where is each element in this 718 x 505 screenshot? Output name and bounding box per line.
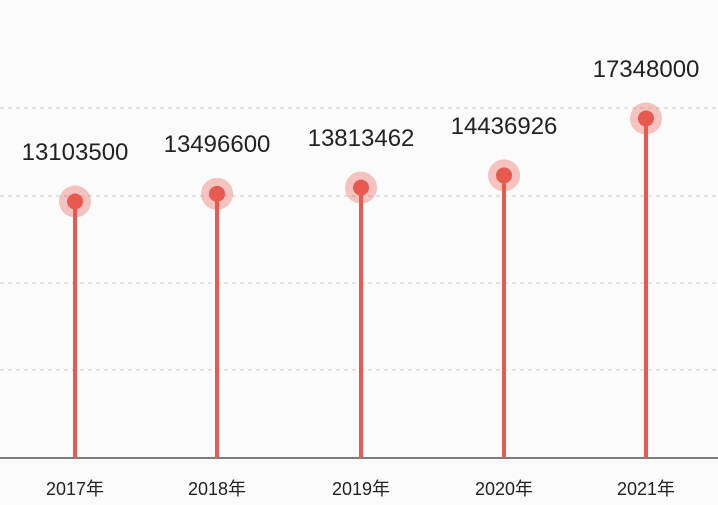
dot bbox=[638, 110, 654, 127]
dot bbox=[353, 179, 369, 196]
x-tick-label: 2020年 bbox=[475, 479, 533, 499]
dot bbox=[67, 193, 83, 210]
dot bbox=[496, 167, 512, 184]
value-label: 17348000 bbox=[593, 56, 700, 83]
x-tick-label: 2021年 bbox=[617, 479, 675, 499]
value-label: 13496600 bbox=[164, 131, 271, 158]
value-label: 13813462 bbox=[308, 125, 415, 152]
x-tick-label: 2017年 bbox=[46, 479, 104, 499]
value-label: 13103500 bbox=[22, 139, 129, 166]
x-tick-label: 2019年 bbox=[332, 479, 390, 499]
x-tick-label: 2018年 bbox=[188, 479, 246, 499]
dot bbox=[209, 185, 225, 202]
value-label: 14436926 bbox=[451, 113, 558, 140]
